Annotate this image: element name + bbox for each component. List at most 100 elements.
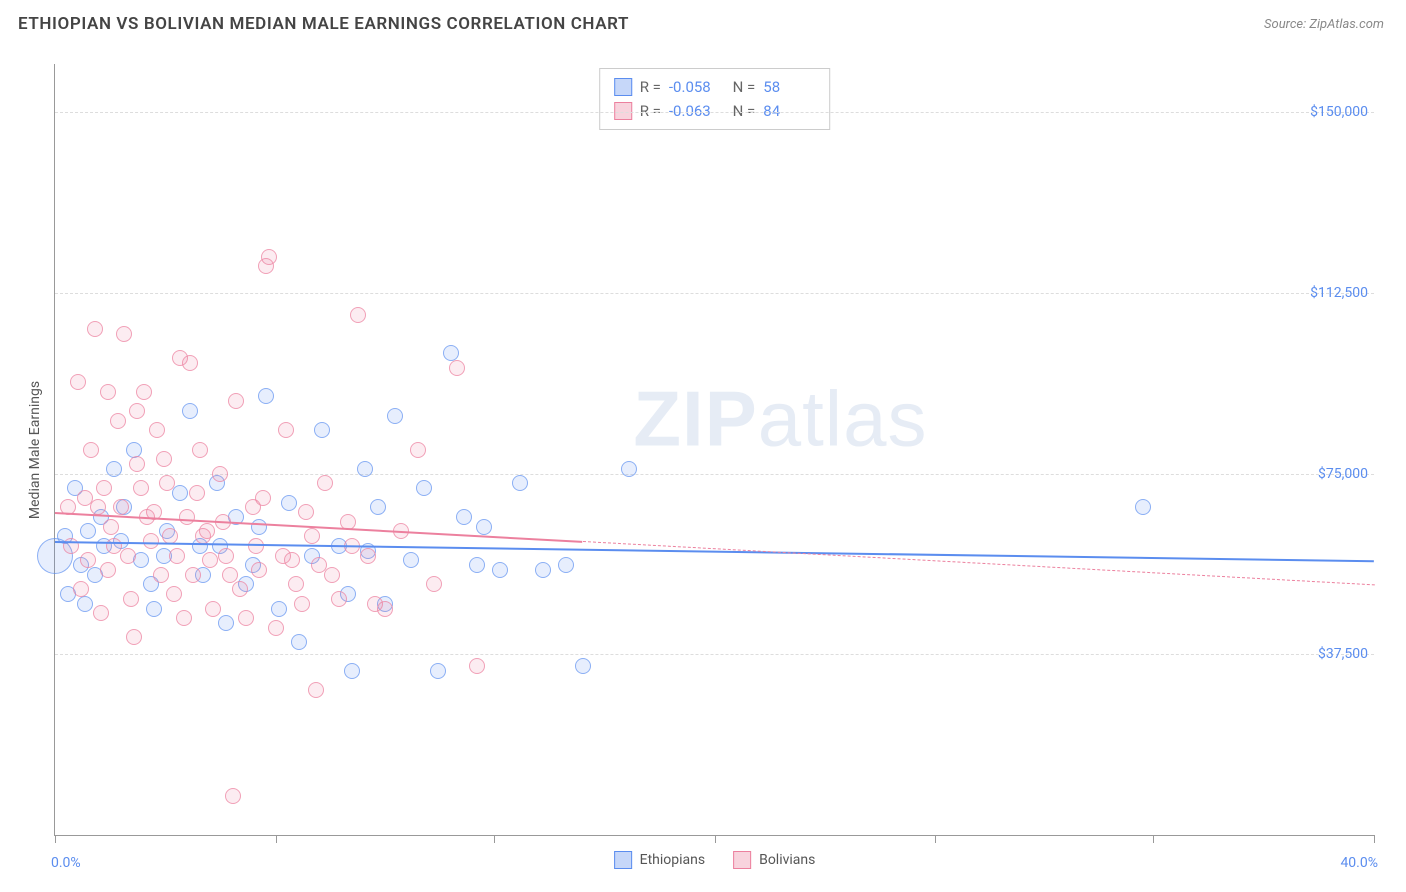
bolivians-swatch-icon [614,102,632,120]
data-point [176,610,192,626]
data-point [294,596,310,612]
legend-item-ethiopians: Ethiopians [614,851,705,869]
data-point [535,562,551,578]
data-point [238,610,254,626]
data-point [205,601,221,617]
data-point [278,422,294,438]
bolivians-r-value: -0.063 [669,99,721,123]
data-point [288,576,304,592]
data-point [308,682,324,698]
bolivians-legend-swatch-icon [733,851,751,869]
watermark: ZIPatlas [633,373,927,464]
legend-label-bolivians: Bolivians [759,852,815,868]
x-tick [276,835,277,843]
x-tick [1374,835,1375,843]
data-point [317,475,333,491]
data-point [426,576,442,592]
y-axis-label: Median Male Earnings [27,380,43,518]
data-point [430,663,446,679]
data-point [169,548,185,564]
data-point [106,461,122,477]
data-point [103,519,119,535]
gridline [55,112,1374,113]
x-tick [55,835,56,843]
legend-label-ethiopians: Ethiopians [640,852,705,868]
x-tick [715,835,716,843]
data-point [96,480,112,496]
chart-source: Source: ZipAtlas.com [1264,17,1384,32]
data-point [232,581,248,597]
data-point [80,523,96,539]
data-point [90,499,106,515]
data-point [456,509,472,525]
data-point [70,374,86,390]
ethiopians-n-value: 58 [763,75,815,99]
correlation-stats-legend: R = -0.058 N = 58 R = -0.063 N = 84 [599,68,831,130]
data-point [126,629,142,645]
data-point [621,461,637,477]
data-point [129,456,145,472]
data-point [350,307,366,323]
data-point [179,509,195,525]
data-point [212,466,228,482]
data-point [129,403,145,419]
data-point [370,499,386,515]
data-point [149,422,165,438]
ethiopians-r-value: -0.058 [669,75,721,99]
data-point [331,591,347,607]
data-point [281,495,297,511]
data-point [116,326,132,342]
legend-item-bolivians: Bolivians [733,851,815,869]
data-point [469,557,485,573]
data-point [311,557,327,573]
x-tick [935,835,936,843]
data-point [182,403,198,419]
series-legend: Ethiopians Bolivians [614,851,816,869]
data-point [80,552,96,568]
gridline [55,293,1374,294]
data-point [83,442,99,458]
data-point [182,355,198,371]
y-tick-label: $75,000 [1318,466,1368,482]
data-point [222,567,238,583]
data-point [218,548,234,564]
data-point [166,586,182,602]
gridline [55,474,1374,475]
data-point [314,422,330,438]
data-point [449,360,465,376]
data-point [218,615,234,631]
y-tick-label: $37,500 [1318,646,1368,662]
data-point [189,485,205,501]
y-tick-label: $150,000 [1310,104,1368,120]
data-point [360,548,376,564]
data-point [367,596,383,612]
data-point [291,634,307,650]
data-point [113,499,129,515]
data-point [575,658,591,674]
data-point [202,552,218,568]
data-point [251,519,267,535]
data-point [251,562,267,578]
data-point [324,567,340,583]
data-point [476,519,492,535]
data-point [172,485,188,501]
data-point [100,562,116,578]
chart-header: ETHIOPIAN VS BOLIVIAN MEDIAN MALE EARNIN… [0,0,1406,44]
data-point [255,490,271,506]
data-point [153,567,169,583]
data-point [258,388,274,404]
data-point [143,533,159,549]
data-point [126,442,142,458]
data-point [298,504,314,520]
ethiopians-swatch-icon [614,78,632,96]
data-point [410,442,426,458]
data-point [469,658,485,674]
plot-area: ZIPatlas Median Male Earnings R = -0.058… [54,64,1374,836]
ethiopians-legend-swatch-icon [614,851,632,869]
data-point [403,552,419,568]
data-point [146,601,162,617]
bolivians-n-value: 84 [763,99,815,123]
data-point [1135,499,1151,515]
data-point [357,461,373,477]
data-point [87,321,103,337]
